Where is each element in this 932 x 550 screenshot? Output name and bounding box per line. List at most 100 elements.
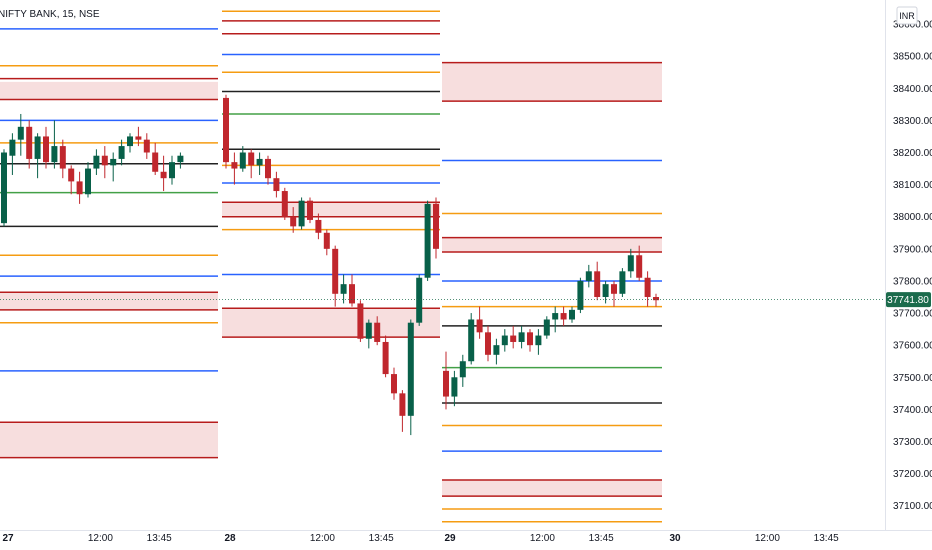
- candle-down: [248, 152, 255, 166]
- candle-up: [365, 322, 372, 339]
- candle-down: [399, 393, 406, 416]
- last-price-marker: 37741.80: [886, 292, 931, 308]
- x-tick-label: 12:00: [755, 533, 780, 544]
- candle-down: [68, 168, 75, 182]
- y-tick-label: 38000.00: [893, 212, 932, 223]
- candle-down: [265, 158, 271, 179]
- candle-up: [602, 284, 609, 298]
- candle-down: [323, 232, 330, 249]
- y-tick-label: 37900.00: [893, 244, 932, 255]
- candle-up: [543, 319, 550, 336]
- y-tick-label: 38500.00: [893, 52, 932, 63]
- y-tick-label: 37200.00: [893, 469, 932, 480]
- candle-up: [17, 126, 24, 140]
- candle-down: [560, 313, 567, 320]
- x-tick-label: 13:45: [147, 533, 172, 544]
- candle-down: [374, 322, 381, 342]
- candle-up: [118, 146, 125, 159]
- candle-down: [76, 181, 83, 195]
- price-axis[interactable]: 38600.00 38500.00 38400.00 38300.00 38200.00…: [893, 20, 932, 513]
- candle-down: [636, 255, 643, 278]
- x-tick-label: 30: [669, 533, 681, 544]
- candle-down: [527, 332, 533, 346]
- candle-down: [443, 370, 449, 397]
- symbol-title: NIFTY BANK, 15, NSE: [0, 9, 100, 20]
- candle-up: [239, 152, 246, 169]
- x-tick-label: 13:45: [369, 533, 394, 544]
- candle-down: [382, 341, 389, 375]
- y-tick-label: 37100.00: [893, 501, 932, 512]
- candle-up: [501, 335, 508, 346]
- y-tick-label: 38600.00: [893, 20, 932, 31]
- candle-down: [349, 284, 355, 304]
- candle-down: [152, 152, 159, 172]
- zone-band: [222, 202, 440, 217]
- candle-up: [34, 136, 41, 159]
- candle-down: [594, 271, 601, 298]
- y-tick-label: 38100.00: [893, 180, 932, 191]
- y-tick-label: 38400.00: [893, 84, 932, 95]
- candle-up: [518, 332, 525, 342]
- currency-label: INR: [899, 11, 915, 21]
- candle-down: [143, 139, 150, 153]
- x-tick-label: 12:00: [88, 533, 113, 544]
- x-tick-label: 29: [444, 533, 456, 544]
- candle-down: [26, 126, 33, 159]
- candle-up: [619, 271, 626, 294]
- x-tick-label: 28: [224, 533, 236, 544]
- candle-down: [315, 219, 322, 233]
- time-axis[interactable]: 27 12:00 13:45 28 12:00 13:45 29 12:00 13:45 30 12…: [2, 533, 839, 544]
- candle-down: [307, 200, 313, 220]
- candle-up: [93, 155, 100, 169]
- candle-up: [340, 284, 347, 294]
- candle-down: [231, 162, 238, 169]
- y-tick-label: 37300.00: [893, 437, 932, 448]
- candle-down: [611, 284, 617, 294]
- candle-up: [51, 146, 58, 163]
- candle-up: [577, 280, 584, 310]
- candle-down: [290, 216, 297, 227]
- candle-down: [43, 136, 49, 163]
- zone-band: [442, 237, 662, 253]
- y-tick-label: 37800.00: [893, 276, 932, 287]
- y-tick-label: 37500.00: [893, 373, 932, 384]
- x-tick-label: 13:45: [589, 533, 614, 544]
- x-tick-label: 12:00: [310, 533, 335, 544]
- candle-up: [9, 139, 16, 156]
- candle-up: [110, 158, 117, 166]
- x-tick-label: 13:45: [814, 533, 839, 544]
- candle-down: [485, 332, 491, 355]
- candle-up: [468, 319, 475, 362]
- candle-down: [281, 191, 288, 217]
- zone-band: [0, 292, 218, 310]
- level-lines-layer: [0, 10, 662, 523]
- y-tick-label: 37400.00: [893, 405, 932, 416]
- candle-up: [85, 168, 91, 195]
- x-tick-label: 12:00: [530, 533, 555, 544]
- candle-up: [459, 361, 466, 378]
- candle-up: [552, 313, 559, 320]
- y-tick-label: 37600.00: [893, 341, 932, 352]
- zone-band: [442, 62, 662, 102]
- candle-up: [177, 155, 184, 163]
- candle-down: [653, 297, 659, 301]
- candle-down: [476, 319, 483, 333]
- zone-band: [0, 81, 218, 100]
- candle-down: [273, 178, 280, 192]
- candle-down: [101, 155, 108, 166]
- candle-down: [332, 248, 339, 294]
- zone-band: [442, 480, 662, 497]
- candle-up: [127, 136, 133, 147]
- zone-band: [222, 308, 440, 338]
- candle-up: [407, 322, 414, 416]
- x-tick-label: 27: [2, 533, 14, 544]
- candle-up: [493, 345, 500, 355]
- candle-down: [357, 303, 364, 339]
- y-tick-label: 38200.00: [893, 148, 932, 159]
- currency-button[interactable]: INR: [896, 6, 918, 25]
- candles-layer: [1, 94, 659, 436]
- candle-down: [59, 146, 66, 169]
- candle-down: [510, 335, 517, 342]
